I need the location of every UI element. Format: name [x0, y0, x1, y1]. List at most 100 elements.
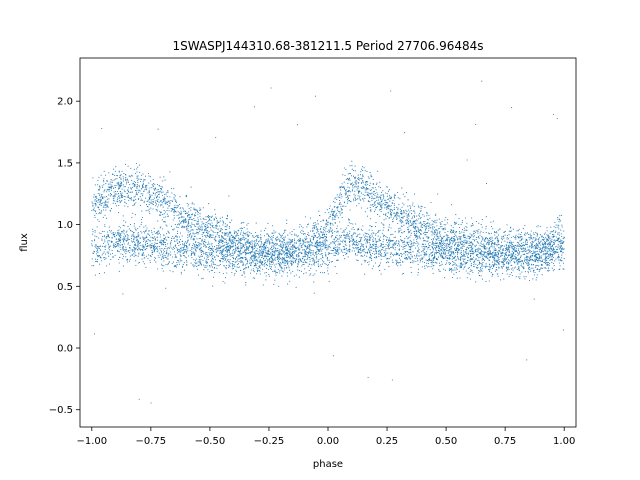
data-point [455, 242, 457, 244]
data-point [241, 238, 243, 240]
data-point [205, 260, 207, 262]
data-point [516, 268, 518, 270]
data-point [542, 250, 544, 252]
data-point [118, 258, 120, 260]
data-point [417, 242, 419, 244]
data-point [500, 261, 502, 263]
data-point [103, 201, 105, 203]
data-point [211, 222, 213, 224]
data-point [514, 255, 516, 257]
data-point [478, 228, 480, 231]
data-point [110, 230, 112, 232]
data-point [450, 225, 452, 227]
data-point [559, 220, 562, 222]
data-point [527, 270, 529, 273]
data-point [409, 219, 411, 221]
data-point [455, 221, 457, 224]
data-point [416, 245, 418, 247]
data-point [466, 247, 468, 249]
data-point [261, 261, 263, 263]
data-point [535, 266, 537, 269]
data-point [447, 237, 449, 239]
data-point [185, 219, 187, 221]
data-point [220, 251, 222, 253]
data-point [461, 264, 463, 266]
data-point [377, 230, 379, 232]
data-point [275, 274, 277, 276]
data-point [346, 247, 348, 249]
data-point [510, 236, 512, 239]
data-point [161, 244, 163, 246]
data-point [546, 240, 548, 243]
data-point [253, 251, 255, 253]
data-point [473, 256, 475, 258]
data-point [345, 244, 347, 246]
data-point [246, 240, 248, 242]
data-point [481, 243, 483, 245]
data-point [202, 207, 204, 209]
data-point [430, 253, 432, 255]
data-point [315, 245, 318, 247]
data-point [448, 245, 450, 247]
data-point [446, 222, 448, 224]
data-point [382, 193, 384, 196]
data-point [103, 209, 105, 211]
data-point [547, 270, 549, 272]
data-point [129, 255, 132, 257]
data-point [518, 258, 521, 260]
data-point [271, 256, 273, 258]
data-point [190, 236, 192, 238]
data-point [168, 261, 170, 263]
data-point [145, 244, 147, 246]
data-point [97, 179, 99, 182]
data-point [266, 264, 268, 266]
data-point [290, 240, 292, 242]
data-point [530, 267, 532, 269]
data-point [158, 232, 160, 234]
data-point [132, 250, 134, 252]
data-point [187, 222, 189, 224]
data-point [369, 251, 371, 253]
data-point [187, 231, 189, 233]
data-point [242, 268, 244, 271]
data-point [444, 228, 446, 230]
data-point [452, 269, 454, 271]
data-point [137, 232, 139, 234]
data-point [522, 253, 524, 255]
data-point [270, 242, 272, 244]
data-point [122, 180, 124, 182]
data-point [168, 200, 170, 202]
data-point [277, 255, 279, 257]
data-point [478, 249, 480, 251]
data-point [200, 240, 203, 242]
data-point [185, 222, 187, 224]
data-point [419, 261, 421, 263]
data-point [134, 172, 136, 174]
data-point [462, 250, 464, 252]
data-point [205, 266, 207, 268]
data-point [237, 237, 240, 239]
data-point [353, 247, 355, 249]
data-point [368, 192, 370, 194]
data-point [135, 247, 137, 249]
data-point [510, 255, 512, 257]
data-point [286, 253, 288, 255]
data-point [199, 256, 201, 259]
data-point [339, 185, 341, 188]
data-point [348, 200, 351, 202]
data-point [492, 242, 494, 245]
data-point [535, 242, 538, 245]
data-point [96, 197, 98, 200]
data-point [519, 278, 521, 280]
data-point [157, 128, 159, 130]
data-point [263, 250, 265, 253]
data-point [212, 254, 214, 257]
data-point [547, 235, 549, 237]
data-point [329, 216, 331, 218]
data-point [344, 241, 346, 243]
data-point [430, 201, 432, 204]
data-point [481, 250, 483, 252]
data-point [188, 203, 190, 205]
data-point [380, 245, 382, 247]
data-point [235, 234, 237, 236]
